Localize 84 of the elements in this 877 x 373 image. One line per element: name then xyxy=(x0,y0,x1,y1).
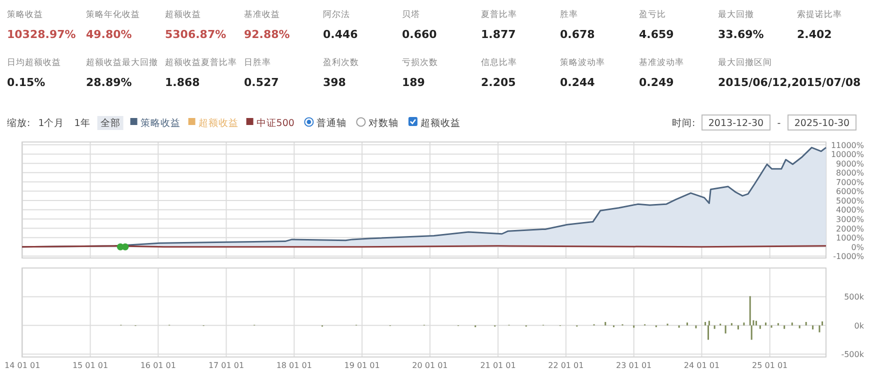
y-tick-label: 9000% xyxy=(836,159,864,168)
text: - xyxy=(777,118,781,129)
x-tick-label: 16 01 01 xyxy=(140,361,176,370)
text: 盈利次数 xyxy=(323,57,359,68)
text: 超额收益夏普比率 xyxy=(165,57,237,68)
text: 策略波动率 xyxy=(560,57,605,68)
text: 0.678 xyxy=(560,28,595,41)
text: 0.249 xyxy=(639,76,674,89)
text: 全部 xyxy=(100,117,120,129)
x-tick-label: 19 01 01 xyxy=(344,361,380,370)
text: 亏损次数 xyxy=(402,57,438,68)
text: 2.205 xyxy=(481,76,516,89)
y-tick-label: -500k xyxy=(841,350,864,360)
text: 最大回撤 xyxy=(718,9,754,20)
text: 超额收益最大回撤 xyxy=(86,57,158,68)
text: 1.868 xyxy=(165,76,200,89)
text: 2025-10-30 xyxy=(794,118,850,129)
text: 1个月 xyxy=(38,117,64,129)
text: 33.69% xyxy=(718,28,764,41)
text: 1.877 xyxy=(481,28,516,41)
x-tick-label: 22 01 01 xyxy=(548,361,584,370)
y-tick-label: 500k xyxy=(844,292,864,302)
text: 28.89% xyxy=(86,76,132,89)
text: 策略年化收益 xyxy=(86,9,140,20)
text: 缩放: xyxy=(7,117,30,129)
x-tick-label: 14 01 01 xyxy=(4,361,40,370)
text: 0.527 xyxy=(244,76,279,89)
text: 49.80% xyxy=(86,28,132,41)
text: 时间: xyxy=(672,117,696,129)
text: 2015/06/12,2015/07/08 xyxy=(718,76,861,89)
text: 基准收益 xyxy=(244,9,280,20)
y-tick-label: 1000% xyxy=(836,234,864,243)
text: 398 xyxy=(323,76,346,89)
x-tick-label: 21 01 01 xyxy=(480,361,516,370)
text: 策略收益 xyxy=(7,9,43,20)
text: 0.15% xyxy=(7,76,46,89)
x-tick-label: 15 01 01 xyxy=(72,361,108,370)
text: 日胜率 xyxy=(244,57,271,68)
text: 普通轴 xyxy=(316,117,346,129)
text: 1年 xyxy=(74,117,90,129)
text: 超额收益 xyxy=(165,9,201,20)
text: 0.660 xyxy=(402,28,438,41)
text: 0.446 xyxy=(323,28,358,41)
x-tick-label: 23 01 01 xyxy=(616,361,652,370)
text: 盈亏比 xyxy=(639,9,666,20)
y-tick-label: 2000% xyxy=(836,224,864,234)
text: 92.88% xyxy=(244,28,290,41)
y-tick-label: 7000% xyxy=(836,178,864,187)
y-tick-label: 4000% xyxy=(836,206,864,215)
y-tick-label: 3000% xyxy=(836,215,864,224)
x-tick-label: 25 01 01 xyxy=(752,361,788,370)
y-tick-label: 5000% xyxy=(836,196,864,206)
text: 2.402 xyxy=(797,28,832,41)
y-tick-label: -1000% xyxy=(833,252,864,262)
text: 胜率 xyxy=(560,9,578,20)
text: 10328.97% xyxy=(7,28,76,41)
legend-label: 中证500 xyxy=(256,117,294,129)
y-tick-label: 8000% xyxy=(836,168,864,178)
y-tick-label: 10000% xyxy=(830,150,864,160)
text: 2013-12-30 xyxy=(708,118,764,129)
text: 对数轴 xyxy=(368,117,398,129)
y-tick-label: 0k xyxy=(854,321,864,330)
text: 0.244 xyxy=(560,76,596,89)
text: 索提诺比率 xyxy=(797,9,842,20)
text: 超额收益 xyxy=(420,117,460,129)
text: 夏普比率 xyxy=(481,9,517,20)
y-tick-label: 6000% xyxy=(836,187,864,196)
y-tick-label: 0% xyxy=(851,242,864,252)
text: 阿尔法 xyxy=(323,9,350,20)
x-tick-label: 20 01 01 xyxy=(412,361,448,370)
text: 最大回撤区间 xyxy=(718,57,772,68)
legend-label: 超额收益 xyxy=(198,117,238,129)
y-tick-label: 11000% xyxy=(830,140,864,150)
text: 5306.87% xyxy=(165,28,226,41)
text: 贝塔 xyxy=(402,9,420,20)
x-tick-label: 24 01 01 xyxy=(684,361,720,370)
x-tick-label: 17 01 01 xyxy=(208,361,244,370)
legend-label: 策略收益 xyxy=(140,117,180,129)
text: 日均超额收益 xyxy=(7,57,61,68)
text: 4.659 xyxy=(639,28,674,41)
text: 189 xyxy=(402,76,425,89)
x-tick-label: 18 01 01 xyxy=(276,361,312,370)
text: 信息比率 xyxy=(481,57,517,68)
text: 基准波动率 xyxy=(639,57,684,68)
